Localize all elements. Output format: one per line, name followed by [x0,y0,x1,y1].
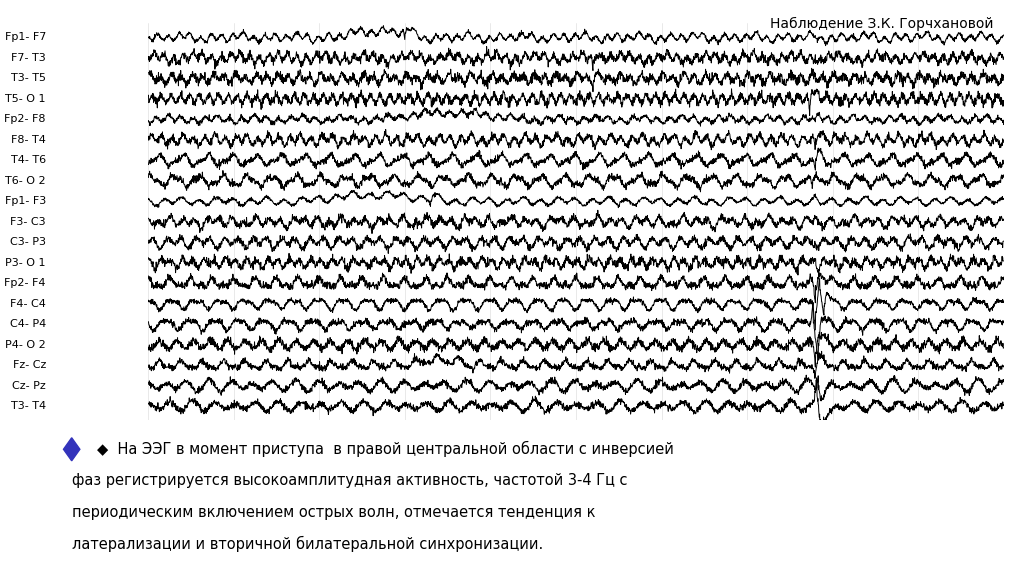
Text: C4- P4: C4- P4 [9,319,46,329]
Text: P3- O 1: P3- O 1 [5,257,46,268]
Text: T3- T5: T3- T5 [11,73,46,84]
Text: периодическим включением острых волн, отмечается тенденция к: периодическим включением острых волн, от… [72,505,595,520]
Text: фаз регистрируется высокоамплитудная активность, частотой 3-4 Гц с: фаз регистрируется высокоамплитудная акт… [72,473,627,488]
Text: Fp1- F7: Fp1- F7 [4,32,46,43]
Text: Cz- Pz: Cz- Pz [12,381,46,391]
Text: F7- T3: F7- T3 [11,53,46,63]
Text: F3- C3: F3- C3 [10,217,46,227]
Text: Наблюдение З.К. Горчхановой: Наблюдение З.К. Горчхановой [770,17,993,31]
Text: T5- O 1: T5- O 1 [5,94,46,104]
Text: ◆  На ЭЭГ в момент приступа  в правой центральной области с инверсией: ◆ На ЭЭГ в момент приступа в правой цент… [97,441,674,457]
Text: T6- O 2: T6- O 2 [5,176,46,186]
Text: Fp2- F8: Fp2- F8 [4,114,46,124]
Text: P4- O 2: P4- O 2 [5,340,46,350]
Text: T3- T4: T3- T4 [10,401,46,411]
Text: Fz- Cz: Fz- Cz [12,360,46,370]
Text: Fp1- F3: Fp1- F3 [5,196,46,206]
Text: T4- T6: T4- T6 [10,156,46,165]
Text: C3- P3: C3- P3 [10,237,46,247]
Text: F4- C4: F4- C4 [10,299,46,309]
Text: F8- T4: F8- T4 [11,135,46,145]
Text: Fp2- F4: Fp2- F4 [4,278,46,288]
Text: латерализации и вторичной билатеральной синхронизации.: латерализации и вторичной билатеральной … [72,536,543,552]
